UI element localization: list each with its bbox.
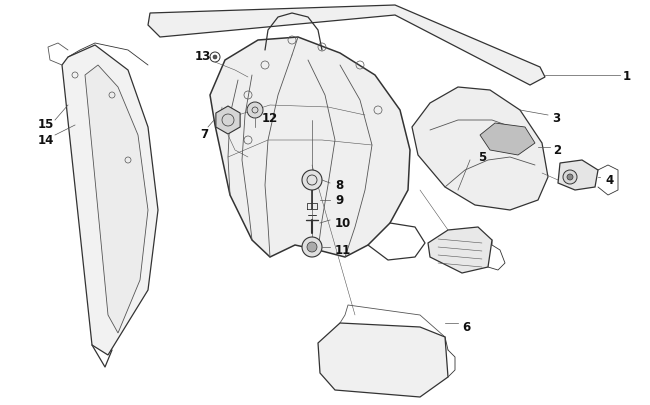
Polygon shape: [428, 228, 492, 273]
Text: 1: 1: [623, 69, 631, 82]
Polygon shape: [558, 161, 598, 190]
Circle shape: [302, 237, 322, 257]
Text: 11: 11: [335, 244, 351, 257]
Polygon shape: [85, 66, 148, 333]
Circle shape: [307, 243, 317, 252]
Text: 13: 13: [195, 49, 211, 62]
Polygon shape: [210, 38, 410, 257]
Polygon shape: [480, 124, 535, 156]
Text: 5: 5: [478, 151, 486, 164]
Polygon shape: [62, 46, 158, 355]
Polygon shape: [318, 323, 448, 397]
Text: 6: 6: [462, 321, 470, 334]
Circle shape: [247, 103, 263, 119]
Text: 15: 15: [38, 117, 55, 130]
Text: 3: 3: [552, 111, 560, 124]
Text: 7: 7: [200, 127, 208, 140]
Text: 8: 8: [335, 179, 343, 192]
Text: 2: 2: [553, 144, 561, 157]
Polygon shape: [216, 107, 240, 135]
Circle shape: [213, 56, 217, 60]
Text: 14: 14: [38, 134, 55, 147]
Text: 9: 9: [335, 194, 343, 207]
Text: 4: 4: [605, 174, 613, 187]
Polygon shape: [412, 88, 548, 211]
Polygon shape: [148, 6, 545, 86]
Circle shape: [302, 171, 322, 190]
Text: 12: 12: [262, 111, 278, 124]
Text: 10: 10: [335, 217, 351, 230]
Circle shape: [563, 171, 577, 185]
Circle shape: [567, 175, 573, 181]
